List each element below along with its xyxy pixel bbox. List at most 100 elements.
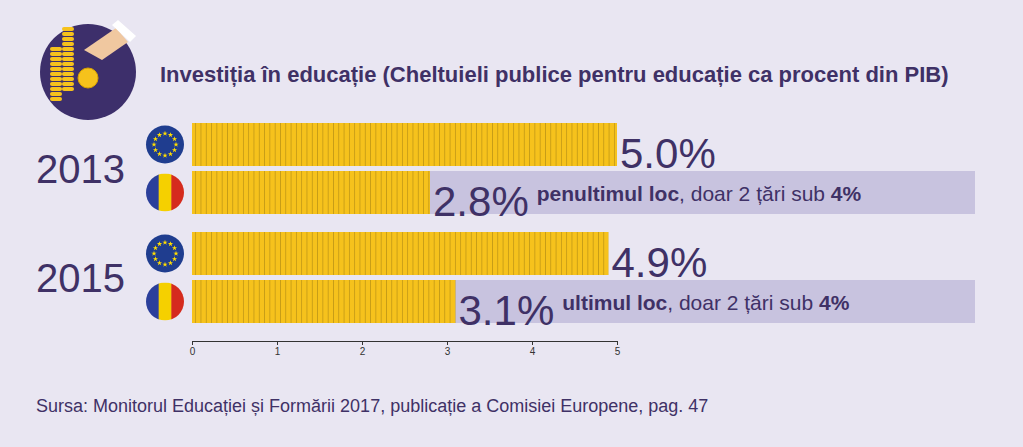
row-band (192, 171, 975, 214)
annotation-part: , doar 2 țări sub (667, 291, 819, 314)
icon-coin (50, 92, 62, 96)
flag-stripe (171, 283, 184, 321)
icon-coin (50, 52, 62, 56)
icon-coin (62, 82, 74, 86)
icon-coin (62, 77, 74, 81)
x-axis: 0 1 2 3 4 5 (190, 341, 621, 357)
bar (192, 232, 609, 275)
flag-bg (146, 126, 184, 164)
flag-eu (146, 126, 184, 164)
flag-ro (146, 174, 185, 212)
tick-label: 0 (190, 346, 196, 357)
flag-star (157, 260, 162, 265)
icon-coin (62, 87, 74, 91)
icon-coin (62, 62, 74, 66)
icon-coin (62, 67, 74, 71)
flag-star (157, 241, 162, 246)
flag-star (162, 262, 167, 267)
icon-coin (62, 72, 74, 76)
flag-stripe (146, 174, 159, 212)
tick: 2 (360, 341, 366, 357)
annotation-part: ultimul loc (562, 291, 667, 314)
tick: 5 (615, 341, 621, 357)
flag-star (153, 136, 158, 141)
tick-mark (192, 341, 193, 345)
flag-star (153, 147, 158, 152)
icon-coin (50, 87, 62, 91)
annotation-part: , doar 2 țări sub (679, 182, 831, 205)
annotation-part: penultimul loc (537, 182, 680, 205)
annotation-part: 4% (819, 291, 850, 314)
flag-ro (146, 283, 185, 321)
flag-stripe (171, 174, 184, 212)
flag-star (168, 241, 173, 246)
icon-coin (62, 42, 74, 46)
icon (40, 20, 136, 120)
icon-circle (40, 24, 136, 120)
bar (192, 280, 456, 323)
flag-star (162, 131, 167, 136)
icon-coin (50, 82, 62, 86)
tick-label: 4 (530, 346, 536, 357)
tick: 3 (445, 341, 451, 357)
flag-star (157, 151, 162, 156)
tick-label: 5 (615, 346, 621, 357)
icon-coin (62, 37, 74, 41)
tick-label: 2 (360, 346, 366, 357)
flag-star (157, 132, 162, 137)
chart: Investiția în educație (Cheltuieli publi… (0, 0, 1023, 447)
icon-coin (50, 97, 62, 101)
flag-star (172, 245, 177, 250)
flag-star (168, 260, 173, 265)
flag-star (162, 153, 167, 158)
data-label: 4.9% (612, 239, 708, 286)
data-label: 2.8% (433, 178, 529, 225)
tick-mark (277, 341, 278, 345)
tick-label: 3 (445, 346, 451, 357)
tick-mark (362, 341, 363, 345)
tick: 1 (275, 341, 281, 357)
tick-label: 1 (275, 346, 281, 357)
tick-mark (532, 341, 533, 345)
flag-stripe (146, 283, 159, 321)
flag-star (173, 251, 178, 256)
flag-eu (146, 235, 184, 273)
background (0, 0, 1023, 447)
tick-mark (447, 341, 448, 345)
tick: 4 (530, 341, 536, 357)
icon-coin (62, 32, 74, 36)
icon-coin (50, 62, 62, 66)
icon-coin (62, 57, 74, 61)
bar (192, 123, 617, 166)
icon-coin (50, 47, 62, 51)
icon-coin (50, 72, 62, 76)
annotation: penultimul loc, doar 2 țări sub 4% (537, 182, 862, 205)
flag-star (172, 136, 177, 141)
data-label: 3.1% (459, 287, 555, 334)
icon-coin (62, 27, 74, 31)
flag-bg (146, 235, 184, 273)
bar (192, 171, 430, 214)
flag-star (172, 256, 177, 261)
data-label: 5.0% (620, 130, 716, 177)
tick: 0 (190, 341, 196, 357)
flag-star (168, 151, 173, 156)
axis-line (193, 342, 618, 346)
flag-star (173, 142, 178, 147)
icon-coin (50, 77, 62, 81)
tick-mark (617, 341, 618, 345)
flag-star (153, 245, 158, 250)
flag-stripe (159, 174, 172, 212)
source: Sursa: Monitorul Educației și Formării 2… (36, 396, 708, 416)
annotation: ultimul loc, doar 2 țări sub 4% (562, 291, 849, 314)
flag-star (151, 251, 156, 256)
category-label: 2015 (36, 256, 125, 300)
icon-cuff (112, 20, 136, 42)
flag-star (168, 132, 173, 137)
icon-coin (62, 52, 74, 56)
row-band (192, 280, 975, 323)
title: Investiția în educație (Cheltuieli publi… (160, 62, 948, 87)
icon-coin (50, 67, 62, 71)
flag-stripe (159, 283, 172, 321)
icon-coin (78, 68, 98, 88)
